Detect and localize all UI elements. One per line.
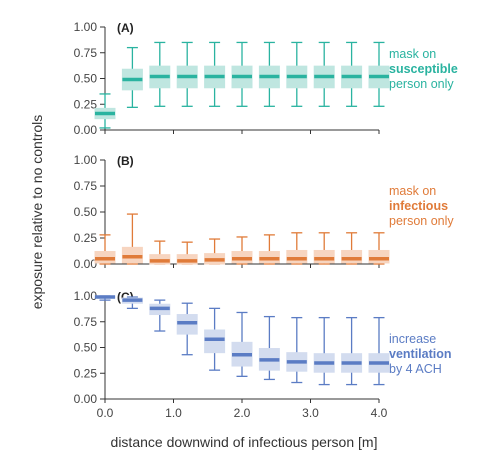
y-tick-label: 1.00 <box>74 289 98 303</box>
panel-annotation-line: mask on <box>389 47 436 61</box>
x-tick-label: 3.0 <box>302 406 319 420</box>
y-tick-label: 0.50 <box>74 341 98 355</box>
panel-annotation-line: person only <box>389 214 454 228</box>
y-tick-label: 0.25 <box>74 231 98 245</box>
y-tick-label: 0.50 <box>74 72 98 86</box>
panel-annotation-line: infectious <box>389 199 448 213</box>
panel-annotation-line: susceptible <box>389 62 458 76</box>
y-tick-label: 0.75 <box>74 179 98 193</box>
x-tick-label: 1.0 <box>165 406 182 420</box>
y-tick-label: 1.00 <box>74 20 98 34</box>
x-tick-label: 0.0 <box>97 406 114 420</box>
panel-annotation-line: mask on <box>389 184 436 198</box>
panel-annotation-line: ventilation <box>389 347 452 361</box>
panel-annotation-line: increase <box>389 332 436 346</box>
y-tick-label: 0.25 <box>74 97 98 111</box>
box <box>313 249 335 264</box>
x-axis-title: distance downwind of infectious person [… <box>111 434 378 450</box>
y-tick-label: 0.00 <box>74 392 98 406</box>
box <box>341 249 363 264</box>
y-axis-title: exposure relative to no controls <box>29 115 45 310</box>
panel-label: (B) <box>117 154 134 168</box>
x-tick-label: 4.0 <box>371 406 388 420</box>
y-tick-label: 1.00 <box>74 153 98 167</box>
y-tick-label: 0.00 <box>74 257 98 271</box>
y-tick-label: 0.25 <box>74 366 98 380</box>
y-tick-label: 0.75 <box>74 46 98 60</box>
box <box>368 249 390 264</box>
y-tick-label: 0.50 <box>74 205 98 219</box>
box <box>204 329 226 354</box>
box <box>286 249 308 264</box>
y-tick-label: 0.75 <box>74 315 98 329</box>
y-tick-label: 0.00 <box>74 123 98 137</box>
panel-annotation-line: by 4 ACH <box>389 362 442 376</box>
panel-label: (A) <box>117 21 134 35</box>
panel-annotation-line: person only <box>389 77 454 91</box>
x-tick-label: 2.0 <box>234 406 251 420</box>
